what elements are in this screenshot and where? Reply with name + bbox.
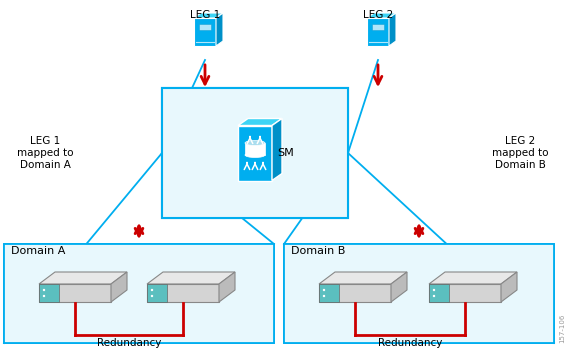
Polygon shape (501, 272, 517, 302)
Text: LEG 1
mapped to
Domain A: LEG 1 mapped to Domain A (16, 136, 73, 169)
Text: 157-106: 157-106 (559, 314, 565, 343)
Polygon shape (429, 284, 501, 302)
Bar (162, 88, 348, 218)
Polygon shape (147, 284, 219, 302)
Bar (162, 88, 348, 218)
Polygon shape (147, 284, 167, 302)
Text: Redundancy: Redundancy (378, 338, 442, 348)
Ellipse shape (245, 152, 265, 158)
Polygon shape (272, 119, 282, 181)
Polygon shape (367, 13, 396, 18)
Text: Redundancy: Redundancy (97, 338, 161, 348)
Polygon shape (429, 284, 449, 302)
Text: LEG 2: LEG 2 (363, 10, 393, 20)
Polygon shape (219, 272, 235, 302)
Polygon shape (238, 119, 282, 126)
Polygon shape (319, 284, 339, 302)
Ellipse shape (245, 141, 265, 145)
Text: Domain B: Domain B (291, 246, 345, 256)
Polygon shape (147, 272, 235, 284)
Bar (284, 244, 554, 343)
Text: LEG 2
mapped to
Domain B: LEG 2 mapped to Domain B (492, 136, 548, 169)
Polygon shape (367, 18, 389, 46)
Bar (245, 143, 265, 155)
Polygon shape (238, 126, 272, 181)
Circle shape (323, 289, 325, 291)
Polygon shape (111, 272, 127, 302)
Circle shape (323, 295, 325, 297)
Circle shape (433, 289, 435, 291)
Polygon shape (39, 284, 111, 302)
Polygon shape (319, 284, 391, 302)
Text: Domain A: Domain A (11, 246, 65, 256)
Bar (4, 244, 274, 343)
Polygon shape (389, 13, 396, 46)
Bar (284, 244, 554, 343)
Polygon shape (39, 272, 127, 284)
Polygon shape (391, 272, 407, 302)
Circle shape (151, 289, 153, 291)
Polygon shape (194, 18, 216, 46)
Bar (372, 24, 384, 30)
Bar (199, 24, 211, 30)
Circle shape (43, 295, 45, 297)
Circle shape (43, 289, 45, 291)
Polygon shape (429, 272, 517, 284)
Polygon shape (39, 284, 59, 302)
Text: SM: SM (277, 148, 294, 158)
Polygon shape (194, 13, 223, 18)
Circle shape (433, 295, 435, 297)
Polygon shape (319, 272, 407, 284)
Polygon shape (216, 13, 223, 46)
Circle shape (151, 295, 153, 297)
Bar (4, 244, 274, 343)
Text: LEG 1: LEG 1 (190, 10, 220, 20)
